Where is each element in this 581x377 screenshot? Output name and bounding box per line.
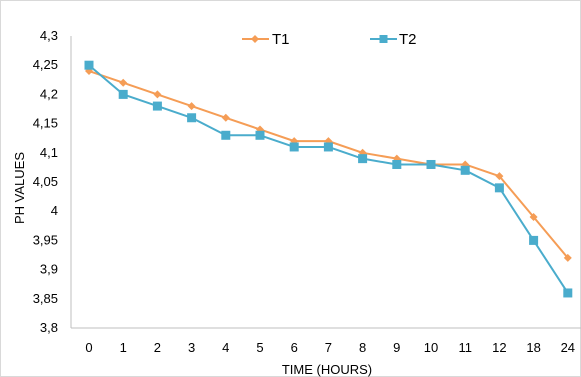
x-axis-ticks: 0 1 2 3 4 5 6 7 8 9 10 11 12 18 24: [85, 340, 575, 355]
data-point-t2: [323, 142, 333, 152]
series-layer: [84, 60, 573, 298]
data-point-t1: [153, 90, 162, 99]
data-point-t2: [426, 159, 436, 169]
x-tick-label: 6: [291, 340, 298, 355]
data-point-t2: [494, 183, 504, 193]
y-tick-label: 3,9: [40, 262, 58, 277]
x-tick-label: 11: [458, 340, 472, 355]
data-point-t2: [187, 113, 197, 123]
data-point-t2: [460, 165, 470, 175]
x-tick-label: 1: [120, 340, 127, 355]
data-point-t1: [221, 113, 230, 122]
y-axis-ticks: 3,8 3,85 3,9 3,95 4 4,05 4,1 4,15 4,2 4,25 4,3: [33, 28, 58, 335]
data-point-t2: [152, 101, 162, 111]
x-tick-label: 9: [393, 340, 400, 355]
x-tick-label: 0: [85, 340, 92, 355]
legend: T1 T2: [242, 31, 417, 48]
data-point-t1: [495, 172, 504, 181]
x-tick-label: 24: [561, 340, 575, 355]
x-tick-label: 12: [492, 340, 506, 355]
y-tick-label: 4,25: [33, 57, 58, 72]
data-point-t2: [118, 89, 128, 99]
legend-marker-t2: [379, 35, 388, 43]
x-tick-label: 4: [222, 340, 229, 355]
data-point-t2: [392, 159, 402, 169]
y-tick-label: 4,2: [40, 86, 58, 101]
data-point-t2: [563, 288, 573, 298]
data-point-t1: [563, 253, 572, 262]
y-tick-label: 4,15: [33, 116, 58, 131]
data-point-t2: [358, 154, 368, 164]
data-point-t2: [289, 142, 299, 152]
x-tick-label: 5: [256, 340, 263, 355]
y-tick-label: 4,3: [40, 28, 58, 43]
legend-label-t1: T1: [272, 31, 290, 48]
y-tick-label: 4,05: [33, 174, 58, 189]
x-axis-title: TIME (HOURS): [282, 362, 372, 377]
y-tick-label: 4: [51, 203, 58, 218]
y-tick-label: 3,8: [40, 320, 58, 335]
y-tick-label: 3,85: [33, 291, 58, 306]
legend-marker-t1: [251, 35, 259, 43]
legend-label-t2: T2: [399, 31, 417, 48]
y-tick-label: 4,1: [40, 145, 58, 160]
x-tick-label: 10: [424, 340, 438, 355]
axes: [70, 36, 581, 329]
x-tick-label: 3: [188, 340, 195, 355]
data-point-t2: [255, 130, 265, 140]
y-axis-title: PH VALUES: [12, 152, 27, 224]
data-point-t1: [529, 213, 538, 222]
data-point-t1: [187, 102, 196, 111]
data-point-t2: [84, 60, 94, 70]
x-tick-label: 8: [359, 340, 366, 355]
data-point-t2: [221, 130, 231, 140]
y-tick-label: 3,95: [33, 232, 58, 247]
x-tick-label: 7: [325, 340, 332, 355]
x-tick-label: 18: [526, 340, 540, 355]
data-point-t2: [529, 235, 539, 245]
data-point-t1: [119, 78, 128, 87]
x-tick-label: 2: [154, 340, 161, 355]
